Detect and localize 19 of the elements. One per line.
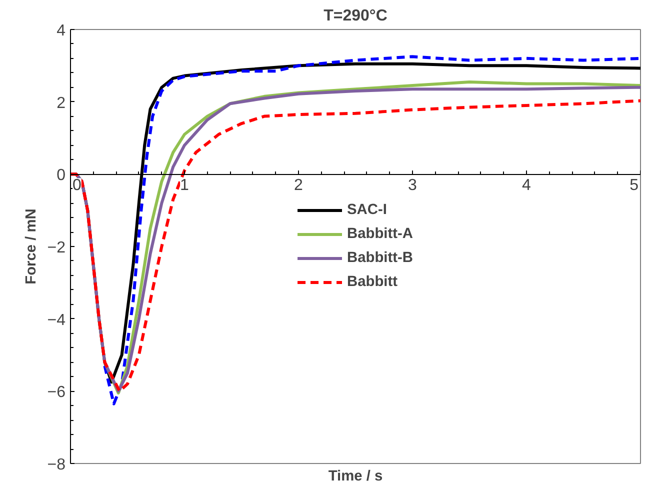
legend-label: Babbitt-A (347, 226, 413, 242)
legend-label: Babbitt (347, 274, 398, 290)
chart-title: T=290°C (324, 8, 388, 24)
x-tick-label: 0 (72, 177, 82, 194)
x-tick-label: 2 (294, 177, 304, 194)
x-tick-label: 3 (408, 177, 418, 194)
x-tick-label: 4 (522, 177, 532, 194)
legend-label: SAC-I (347, 202, 387, 218)
y-tick-label: 2 (56, 94, 66, 112)
x-tick-label: 5 (630, 177, 639, 194)
y-tick-label: −6 (47, 384, 66, 402)
x-axis-title: Time / s (328, 468, 383, 484)
y-tick-label: −2 (47, 240, 66, 256)
legend-label: Babbitt-B (347, 250, 413, 266)
y-axis-title: Force / mN (23, 208, 40, 284)
y-tick-label: −8 (47, 456, 66, 474)
x-tick-label: 1 (180, 177, 190, 194)
y-tick-label: −4 (47, 312, 66, 329)
y-tick-label: 4 (56, 22, 66, 40)
